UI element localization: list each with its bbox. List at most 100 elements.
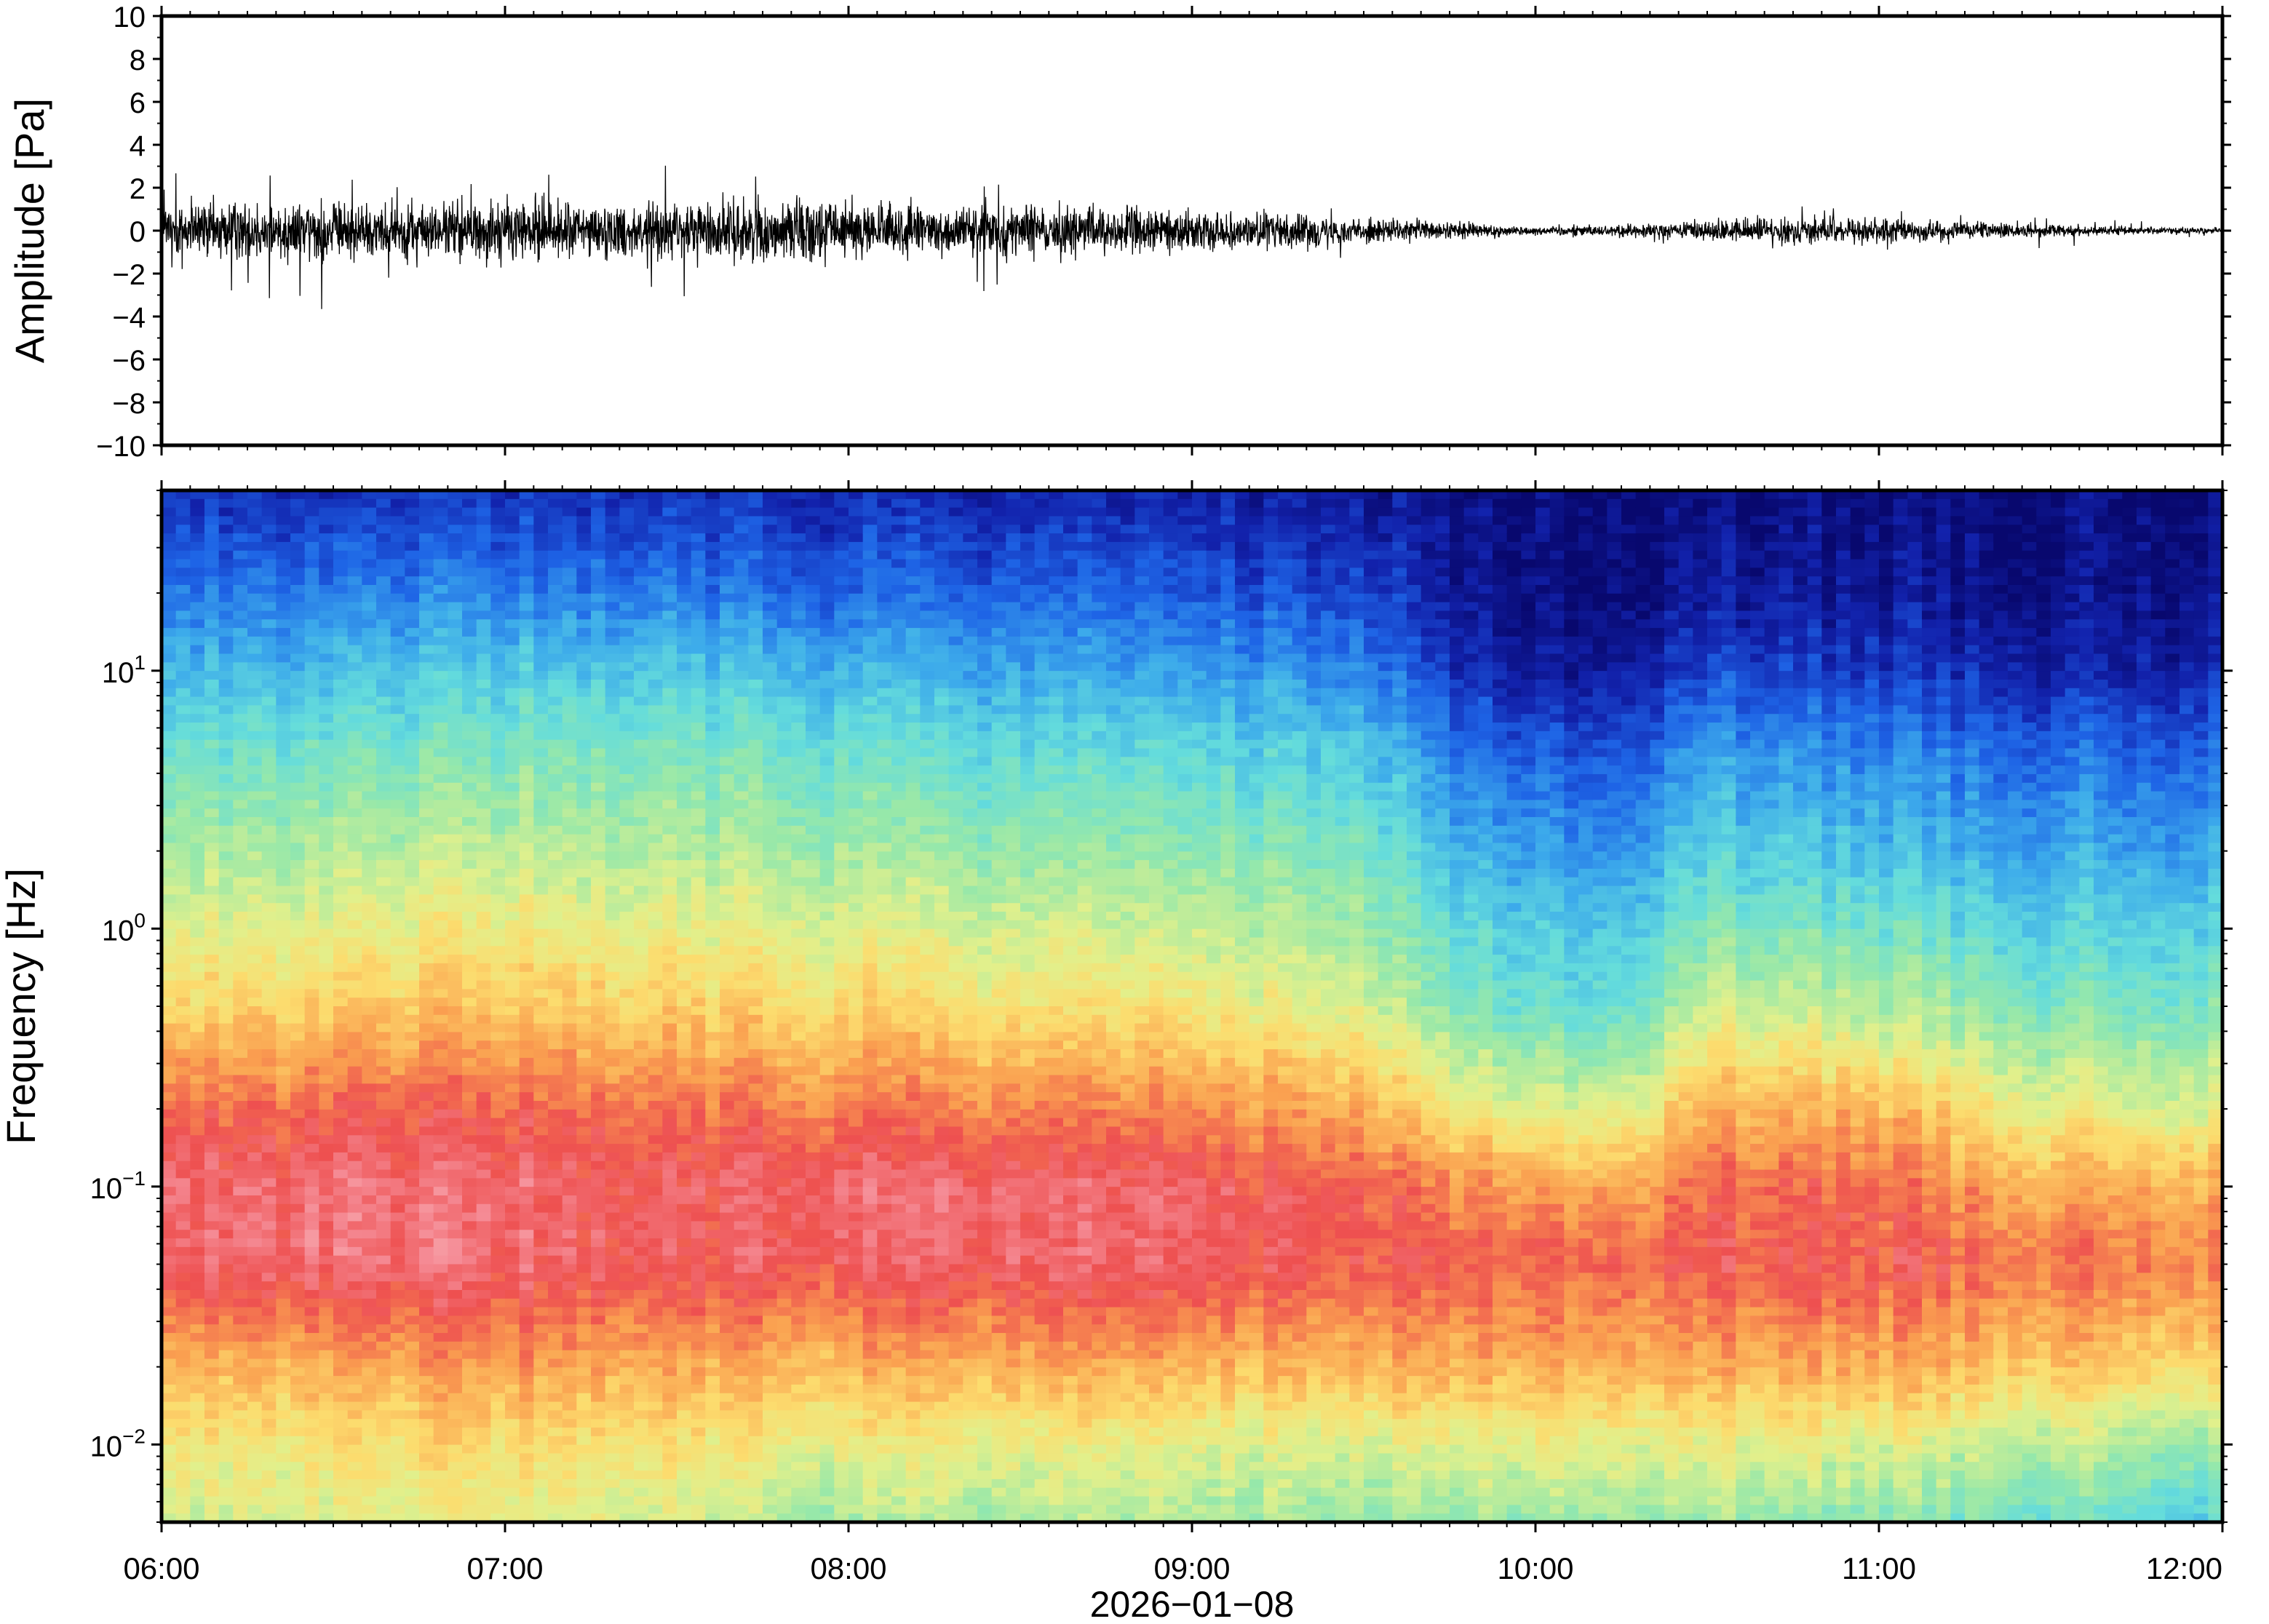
spectrogram-cell [162,498,177,509]
spectrogram-cell [247,765,263,775]
spectrogram-cell [162,533,177,543]
spectrogram-cell [562,1401,578,1412]
spectrogram-cell [605,963,621,973]
spectrogram-cell [691,928,707,939]
spectrogram-cell [705,791,720,801]
spectrogram-cell [476,490,492,500]
spectrogram-cell [304,1092,320,1102]
spectrogram-cell [476,955,492,964]
spectrogram-cell [175,1032,191,1042]
spectrogram-cell [505,1487,520,1497]
spectrogram-cell [519,1419,535,1428]
spectrogram-cell [419,602,434,612]
spectrogram-cell [319,516,334,526]
spectrogram-cell [333,1057,349,1067]
spectrogram-cell [648,989,664,998]
spectrogram-cell [405,516,420,526]
spectrogram-cell [204,1178,220,1187]
spectrogram-cell [261,800,277,810]
spectrogram-cell [691,1401,707,1412]
spectrogram-cell [304,1487,320,1497]
spectrogram-cell [591,525,606,534]
spectrogram-cell [505,912,520,921]
spectrogram-cell [218,1470,234,1480]
spectrogram-cell [490,989,506,998]
spectrogram-cell [462,593,477,603]
spectrogram-cell [677,843,692,853]
spectrogram-cell [533,1221,549,1231]
spectrogram-cell [562,1289,578,1299]
spectrogram-cell [347,653,363,664]
spectrogram-cell [576,1040,592,1050]
spectrogram-cell [218,1419,234,1428]
spectrogram-cell [218,1195,234,1205]
spectrogram-cell [619,791,635,801]
spectrogram-cell [261,946,277,955]
spectrogram-cell [691,1238,707,1248]
spectrogram-cell [419,593,434,603]
spectrogram-cell [304,645,320,655]
spectrogram-cell [591,1057,606,1067]
spectrogram-cell [261,868,277,878]
spectrogram-cell [190,1246,205,1257]
spectrogram-cell [190,559,205,569]
spectrogram-cell [319,885,334,896]
spectrogram-cell [462,619,477,629]
spectrogram-cell [290,1393,306,1403]
spectrogram-cell [462,1384,477,1394]
spectrogram-cell [405,1289,420,1299]
spectrogram-cell [290,1230,306,1239]
spectrogram-cell [390,688,406,698]
spectrogram-cell [175,1307,191,1317]
spectrogram-cell [233,714,248,723]
spectrogram-cell [576,1462,592,1471]
spectrogram-cell [562,1066,578,1076]
spectrogram-cell [347,688,363,698]
spectrogram-cell [533,843,549,853]
spectrogram-cell [591,971,606,982]
spectrogram-cell [347,1410,363,1420]
spectrogram-cell [691,1023,707,1033]
spectrogram-cell [591,1195,606,1205]
spectrogram-cell [677,971,692,982]
spectrogram-cell [290,1238,306,1248]
spectrogram-cell [233,1487,248,1497]
spectrogram-cell [204,490,220,500]
spectrogram-cell [619,748,635,758]
spectrogram-cell [591,817,606,827]
spectrogram-cell [433,1230,449,1239]
spectrogram-cell [705,825,720,835]
spectrogram-cell [405,593,420,603]
spectrogram-cell [562,980,578,990]
spectrogram-cell [720,1246,735,1257]
spectrogram-cell [677,1393,692,1403]
spectrogram-cell [218,705,234,715]
spectrogram-cell [591,1246,606,1257]
spectrogram-cell [162,559,177,569]
spectrogram-cell [333,860,349,869]
spectrogram-cell [505,1384,520,1394]
spectrogram-cell [562,851,578,861]
spectrogram-cell [476,1419,492,1428]
spectrogram-cell [720,679,735,689]
spectrogram-cell [204,1513,220,1522]
spectrogram-cell [233,1057,248,1067]
spectrogram-cell [247,1178,263,1187]
spectrogram-cell [347,516,363,526]
spectrogram-cell [705,877,720,887]
spectrogram-cell [175,1487,191,1497]
spectrogram-cell [362,1083,377,1093]
spectrogram-cell [304,998,320,1007]
spectrogram-cell [605,1470,621,1480]
spectrogram-cell [662,1419,677,1428]
spectrogram-cell [376,1057,392,1067]
spectrogram-cell [677,1367,692,1377]
spectrogram-cell [691,757,707,766]
spectrogram-cell [419,1444,434,1454]
spectrogram-cell [333,584,349,594]
spectrogram-cell [490,490,506,500]
spectrogram-cell [261,679,277,689]
spectrogram-cell [233,903,248,912]
spectrogram-cell [347,739,363,749]
spectrogram-cell [562,817,578,827]
